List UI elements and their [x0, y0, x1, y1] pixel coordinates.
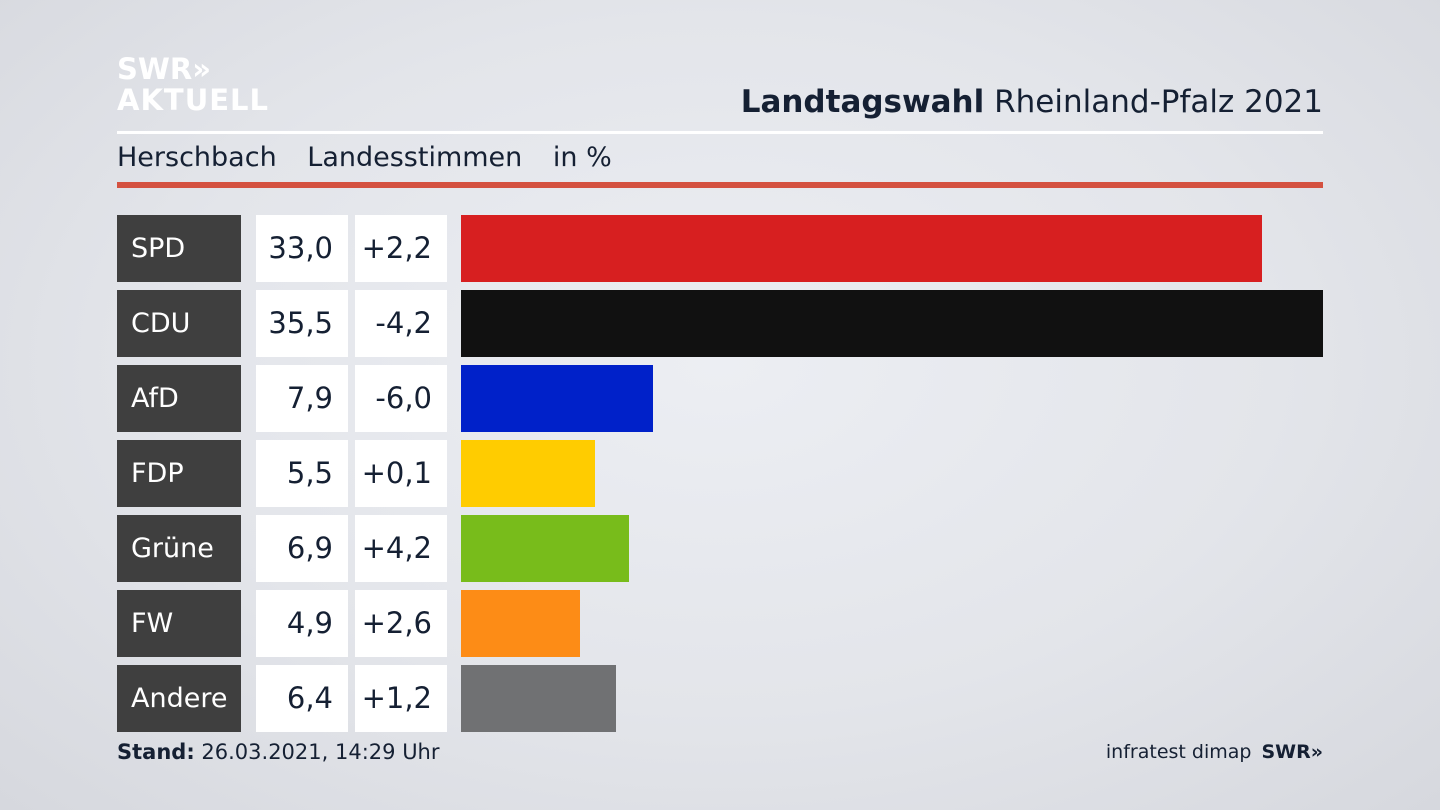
result-row-fw: FW 4,9 +2,6	[117, 590, 1323, 657]
vote-share-bar	[461, 440, 595, 507]
party-label: FDP	[117, 440, 241, 507]
title-divider	[117, 131, 1323, 134]
source-credit: infratest dimap SWR»	[1106, 741, 1323, 763]
party-label: Andere	[117, 665, 241, 732]
vote-share-value: 4,9	[256, 590, 348, 657]
result-row-fdp: FDP 5,5 +0,1	[117, 440, 1323, 507]
timestamp-label: Stand:	[117, 740, 195, 764]
result-row-grne: Grüne 6,9 +4,2	[117, 515, 1323, 582]
vote-change-value: +4,2	[355, 515, 447, 582]
vote-change-value: +1,2	[355, 665, 447, 732]
party-label: FW	[117, 590, 241, 657]
vote-change-value: +0,1	[355, 440, 447, 507]
source-name: infratest dimap	[1105, 741, 1252, 763]
party-label: AfD	[117, 365, 241, 432]
logo-line-1: SWR»	[117, 52, 211, 86]
vote-share-bar	[461, 290, 1323, 357]
party-label: CDU	[117, 290, 241, 357]
source-brand-logo: SWR»	[1261, 741, 1323, 763]
timestamp-value: 26.03.2021, 14:29 Uhr	[201, 740, 440, 764]
title-rest: Rheinland-Pfalz 2021	[984, 84, 1323, 120]
vote-change-value: -4,2	[355, 290, 447, 357]
vote-share-bar	[461, 215, 1262, 282]
result-row-spd: SPD 33,0 +2,2	[117, 215, 1323, 282]
vote-share-bar	[461, 665, 616, 732]
timestamp: Stand: 26.03.2021, 14:29 Uhr	[117, 740, 440, 764]
chart-title: Landtagswahl Rheinland-Pfalz 2021	[741, 84, 1323, 120]
subtitle-kind: Landesstimmen	[307, 142, 523, 173]
vote-change-value: +2,6	[355, 590, 447, 657]
vote-share-value: 35,5	[256, 290, 348, 357]
title-bold: Landtagswahl	[740, 84, 985, 120]
vote-share-value: 7,9	[256, 365, 348, 432]
result-row-cdu: CDU 35,5 -4,2	[117, 290, 1323, 357]
vote-share-bar	[461, 365, 653, 432]
vote-change-value: +2,2	[355, 215, 447, 282]
vote-share-bar	[461, 590, 580, 657]
vote-share-value: 6,4	[256, 665, 348, 732]
subtitle-unit: in %	[552, 142, 612, 173]
accent-divider	[117, 182, 1323, 188]
vote-share-bar	[461, 515, 629, 582]
logo-line-2: AKTUELL	[117, 83, 270, 117]
party-label: SPD	[117, 215, 241, 282]
vote-share-value: 33,0	[256, 215, 348, 282]
subtitle-place: Herschbach	[117, 142, 277, 173]
result-row-andere: Andere 6,4 +1,2	[117, 665, 1323, 732]
result-row-afd: AfD 7,9 -6,0	[117, 365, 1323, 432]
vote-change-value: -6,0	[355, 365, 447, 432]
party-label: Grüne	[117, 515, 241, 582]
vote-share-value: 5,5	[256, 440, 348, 507]
swr-aktuell-logo: SWR» AKTUELL	[117, 54, 269, 116]
chart-subtitle: Herschbach Landesstimmen in %	[117, 142, 634, 173]
vote-share-value: 6,9	[256, 515, 348, 582]
